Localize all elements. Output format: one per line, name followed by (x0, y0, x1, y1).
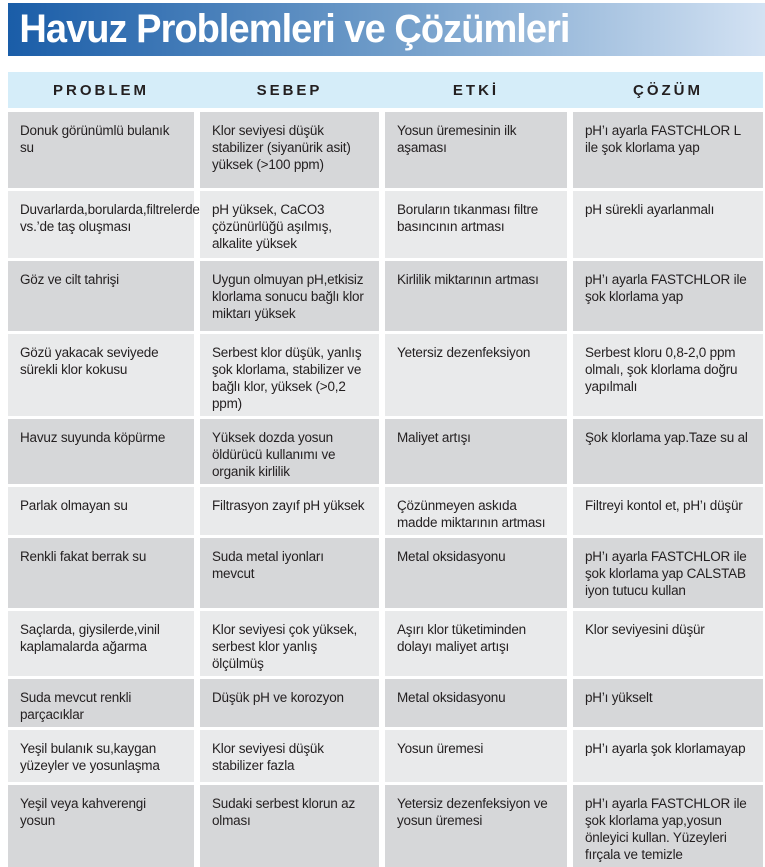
page-title: Havuz Problemleri ve Çözümleri (19, 7, 570, 51)
cell-cozum: pH’ı yükselt (573, 679, 763, 727)
table-row: Havuz suyunda köpürme Yüksek dozda yosun … (8, 419, 763, 484)
cell-cozum: pH’ı ayarla FASTCHLOR ile şok klorlama y… (573, 261, 763, 331)
cell-sebep: pH yüksek, CaCO3 çözünürlüğü aşılmış, al… (200, 191, 379, 258)
table-row: Yeşil bulanık su,kaygan yüzeyler ve yosu… (8, 730, 763, 782)
table-body: Donuk görünümlü bulanık su Klor seviyesi … (8, 112, 763, 867)
cell-problem: Göz ve cilt tahrişi (8, 261, 194, 331)
cell-problem: Yeşil veya kahverengi yosun (8, 785, 194, 867)
cell-problem: Duvarlarda,borularda,filtrelerde, vs.’de… (8, 191, 203, 258)
cell-etki: Kirlilik miktarının artması (385, 261, 567, 331)
table-row: Gözü yakacak seviyede sürekli klor kokus… (8, 334, 763, 416)
cell-problem: Yeşil bulanık su,kaygan yüzeyler ve yosu… (8, 730, 194, 782)
cell-etki: Metal oksidasyonu (385, 679, 567, 727)
cell-etki: Maliyet artışı (385, 419, 567, 484)
cell-problem: Saçlarda, giysilerde,vinil kaplamalarda … (8, 611, 194, 676)
cell-sebep: Serbest klor düşük, yanlış şok klorlama,… (200, 334, 379, 416)
table-row: Duvarlarda,borularda,filtrelerde, vs.’de… (8, 191, 763, 258)
cell-sebep: Yüksek dozda yosun öldürücü kullanımı ve… (200, 419, 379, 484)
cell-sebep: Sudaki serbest klorun az olması (200, 785, 379, 867)
table-row: Suda mevcut renkli parçacıklar Düşük pH v… (8, 679, 763, 727)
cell-sebep: Düşük pH ve korozyon (200, 679, 379, 727)
cell-sebep: Klor seviyesi çok yüksek, serbest klor y… (200, 611, 379, 676)
cell-etki: Yetersiz dezenfeksiyon (385, 334, 567, 416)
cell-problem: Suda mevcut renkli parçacıklar (8, 679, 194, 727)
column-header-sebep: SEBEP (256, 81, 323, 99)
cell-cozum: pH’ı ayarla şok klorlamayap (573, 730, 763, 782)
column-header-problem: PROBLEM (53, 81, 149, 99)
cell-cozum: Şok klorlama yap.Taze su al (573, 419, 763, 484)
table-row: Parlak olmayan su Filtrasyon zayıf pH yük… (8, 487, 763, 535)
cell-cozum: Filtreyi kontol et, pH’ı düşür (573, 487, 763, 535)
cell-problem: Renkli fakat berrak su (8, 538, 194, 608)
cell-sebep: Uygun olmuyan pH,etkisiz klorlama sonucu… (200, 261, 379, 331)
cell-problem: Parlak olmayan su (8, 487, 194, 535)
cell-cozum: pH’ı ayarla FASTCHLOR ile şok klorlama y… (573, 785, 763, 867)
cell-etki: Çözünmeyen askıda madde miktarının artma… (385, 487, 567, 535)
problems-table: PROBLEM SEBEP ETKİ ÇÖZÜM Donuk görünümlü… (8, 72, 763, 867)
cell-cozum: pH’ı ayarla FASTCHLOR L ile şok klorlama… (573, 112, 763, 188)
cell-sebep: Suda metal iyonları mevcut (200, 538, 379, 608)
cell-problem: Gözü yakacak seviyede sürekli klor kokus… (8, 334, 194, 416)
cell-etki: Metal oksidasyonu (385, 538, 567, 608)
cell-etki: Aşırı klor tüketiminden dolayı maliyet a… (385, 611, 567, 676)
cell-sebep: Klor seviyesi düşük stabilizer (siyanüri… (200, 112, 379, 188)
cell-etki: Boruların tıkanması filtre basıncının ar… (385, 191, 567, 258)
column-header-cozum: ÇÖZÜM (633, 81, 703, 99)
cell-cozum: Klor seviyesini düşür (573, 611, 763, 676)
table-row: Göz ve cilt tahrişi Uygun olmuyan pH,etki… (8, 261, 763, 331)
cell-etki: Yosun üremesi (385, 730, 567, 782)
cell-etki: Yosun üremesinin ilk aşaması (385, 112, 567, 188)
cell-cozum: Serbest kloru 0,8-2,0 ppm olmalı, şok kl… (573, 334, 763, 416)
table-header-row: PROBLEM SEBEP ETKİ ÇÖZÜM (8, 72, 763, 108)
title-banner: Havuz Problemleri ve Çözümleri (8, 3, 765, 56)
cell-cozum: pH’ı ayarla FASTCHLOR ile şok klorlama y… (573, 538, 763, 608)
cell-problem: Donuk görünümlü bulanık su (8, 112, 194, 188)
cell-etki: Yetersiz dezenfeksiyon ve yosun üremesi (385, 785, 567, 867)
column-header-etki: ETKİ (452, 81, 500, 99)
cell-sebep: Filtrasyon zayıf pH yüksek (200, 487, 379, 535)
cell-cozum: pH sürekli ayarlanmalı (573, 191, 763, 258)
cell-sebep: Klor seviyesi düşük stabilizer fazla (200, 730, 379, 782)
table-row: Saçlarda, giysilerde,vinil kaplamalarda … (8, 611, 763, 676)
table-row: Yeşil veya kahverengi yosun Sudaki serbes… (8, 785, 763, 867)
cell-problem: Havuz suyunda köpürme (8, 419, 194, 484)
table-row: Renkli fakat berrak su Suda metal iyonlar… (8, 538, 763, 608)
table-row: Donuk görünümlü bulanık su Klor seviyesi … (8, 112, 763, 188)
